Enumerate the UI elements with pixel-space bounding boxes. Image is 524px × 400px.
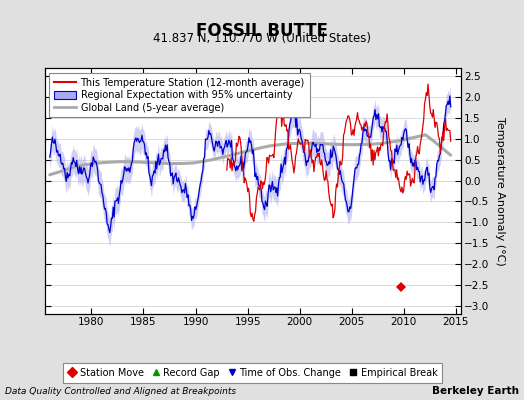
Text: 41.837 N, 110.770 W (United States): 41.837 N, 110.770 W (United States) <box>153 32 371 45</box>
Y-axis label: Temperature Anomaly (°C): Temperature Anomaly (°C) <box>495 117 505 265</box>
Legend: Station Move, Record Gap, Time of Obs. Change, Empirical Break: Station Move, Record Gap, Time of Obs. C… <box>63 363 442 383</box>
Text: FOSSIL BUTTE: FOSSIL BUTTE <box>196 22 328 40</box>
Text: Data Quality Controlled and Aligned at Breakpoints: Data Quality Controlled and Aligned at B… <box>5 387 236 396</box>
Text: Berkeley Earth: Berkeley Earth <box>432 386 519 396</box>
